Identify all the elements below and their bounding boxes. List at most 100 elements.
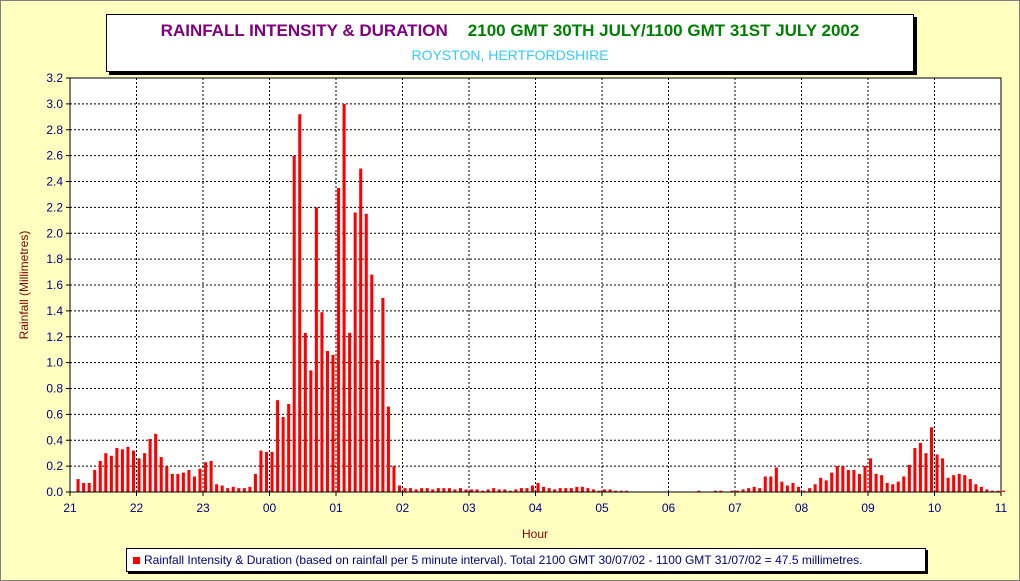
title-line: RAINFALL INTENSITY & DURATION 2100 GMT 30… xyxy=(107,21,913,41)
rain-bar xyxy=(226,488,230,492)
rain-bar xyxy=(104,453,108,492)
rain-bar xyxy=(547,488,551,492)
rain-bar xyxy=(841,466,845,493)
x-tick-label: 04 xyxy=(529,501,543,515)
rain-bar xyxy=(830,472,834,492)
rain-bar xyxy=(591,489,595,492)
rain-bar xyxy=(907,464,911,492)
rain-bar xyxy=(209,460,213,492)
rain-bar xyxy=(425,488,429,492)
y-tick-label: 0.0 xyxy=(46,485,63,499)
y-tick-label: 1.8 xyxy=(46,252,63,266)
rain-bar xyxy=(514,489,518,492)
rain-bar xyxy=(564,488,568,492)
rain-bar xyxy=(447,488,451,492)
x-tick-label: 01 xyxy=(329,501,343,515)
rain-bar xyxy=(453,489,457,492)
rain-bar xyxy=(608,489,612,492)
rain-bar xyxy=(159,457,163,492)
y-tick-label: 2.0 xyxy=(46,226,63,240)
legend: Rainfall Intensity & Duration (based on … xyxy=(126,548,926,572)
rain-bar xyxy=(769,476,773,492)
x-tick-label: 07 xyxy=(728,501,742,515)
rain-bar xyxy=(863,466,867,493)
rain-bar xyxy=(309,370,313,492)
rain-bar xyxy=(990,490,994,492)
rain-bar xyxy=(979,486,983,492)
rain-bar xyxy=(215,484,219,492)
rain-bar xyxy=(519,488,523,492)
x-tick-label: 08 xyxy=(795,501,809,515)
rain-bar xyxy=(137,458,141,492)
rain-bar xyxy=(98,460,102,492)
rain-bar xyxy=(835,466,839,493)
rain-bar xyxy=(869,458,873,492)
rain-bar xyxy=(586,488,590,492)
y-tick-label: 3.2 xyxy=(46,71,63,85)
grid-lines xyxy=(70,77,1001,492)
x-tick-label: 06 xyxy=(662,501,676,515)
rain-bar xyxy=(370,274,374,492)
chart-title: RAINFALL INTENSITY & DURATION xyxy=(160,21,448,40)
rain-bar xyxy=(569,488,573,492)
rain-bar xyxy=(785,485,789,492)
rain-bar xyxy=(475,489,479,492)
rain-bar xyxy=(813,484,817,492)
rain-bar xyxy=(774,467,778,492)
rain-bar xyxy=(154,433,158,492)
rain-bar xyxy=(846,470,850,492)
rain-bar xyxy=(359,168,363,492)
rain-bar xyxy=(320,312,324,492)
rain-bar xyxy=(198,468,202,492)
chart-subtitle: ROYSTON, HERTFORDSHIRE xyxy=(411,47,609,63)
y-tick-label: 0.2 xyxy=(46,459,63,473)
rain-bar xyxy=(492,488,496,492)
rain-bar xyxy=(303,332,307,492)
rain-bar xyxy=(353,212,357,493)
x-tick-label: 23 xyxy=(196,501,210,515)
y-tick-label: 2.4 xyxy=(46,175,63,189)
rain-bar xyxy=(913,448,917,492)
rain-bar xyxy=(824,480,828,492)
rain-bar xyxy=(436,488,440,492)
rain-bar xyxy=(181,472,185,492)
rain-bar xyxy=(148,438,152,492)
rain-bar xyxy=(287,404,291,492)
rain-bar xyxy=(603,489,607,492)
rain-bar xyxy=(896,481,900,492)
title-box: RAINFALL INTENSITY & DURATION 2100 GMT 30… xyxy=(106,14,914,72)
axes: 0.0 0.2 0.4 0.6 0.8 1.0 1.2 1.4 1.6 1.8 2.0 2.2 2.4 2… xyxy=(46,71,1007,515)
y-axis-label: Rainfall (Millimetres) xyxy=(17,231,31,340)
rain-bar xyxy=(974,484,978,492)
rain-bar xyxy=(752,486,756,492)
rain-bar xyxy=(381,297,385,492)
rain-bar xyxy=(891,484,895,492)
x-tick-label: 11 xyxy=(995,501,1008,515)
rain-bar xyxy=(187,470,191,492)
rain-bar xyxy=(929,427,934,492)
rain-bar xyxy=(852,470,856,492)
y-tick-label: 3.0 xyxy=(46,97,63,111)
rain-bar xyxy=(503,489,507,492)
rain-bar xyxy=(126,446,130,492)
rain-bar xyxy=(170,473,174,492)
rain-bar xyxy=(109,455,113,492)
rain-bar xyxy=(292,155,296,493)
rain-bar xyxy=(758,488,762,492)
rain-bar xyxy=(458,488,462,492)
rain-bar xyxy=(176,473,180,492)
rain-bar xyxy=(248,486,252,492)
rain-bar xyxy=(276,400,280,492)
rain-bar xyxy=(270,451,274,492)
rain-bar xyxy=(397,485,402,492)
rain-bar xyxy=(281,416,285,492)
rain-bar xyxy=(508,490,512,492)
y-tick-label: 2.6 xyxy=(46,149,63,163)
rain-bar xyxy=(497,489,501,492)
rain-bar xyxy=(946,477,950,492)
y-tick-label: 2.2 xyxy=(46,200,63,214)
rain-bar xyxy=(530,485,535,492)
rain-bar xyxy=(259,450,263,492)
x-axis-label: Hour xyxy=(522,527,548,541)
rain-bar xyxy=(337,187,341,492)
